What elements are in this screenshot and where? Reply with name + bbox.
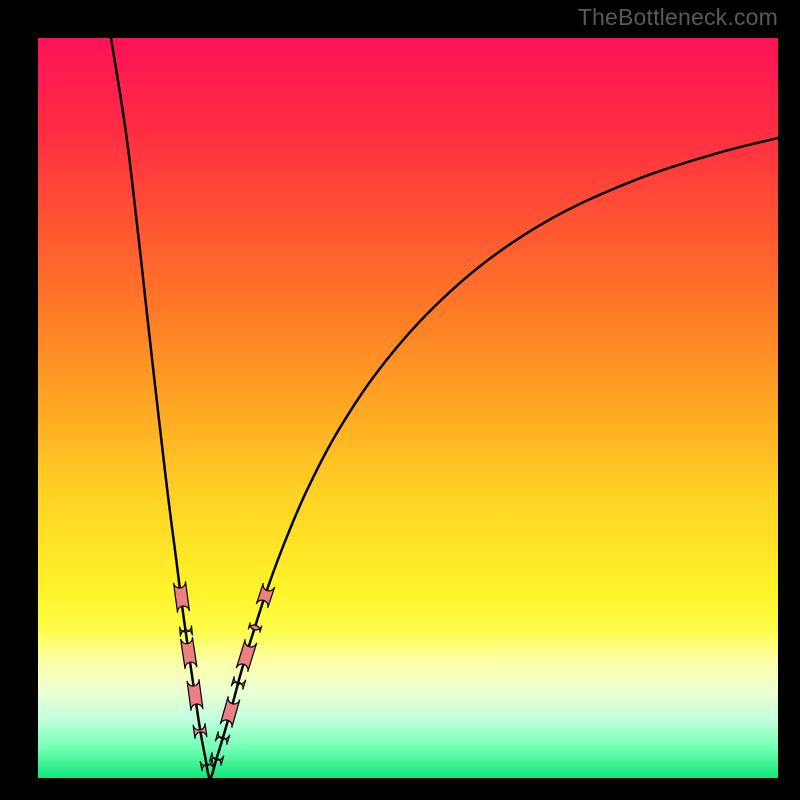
bottleneck-chart <box>38 38 778 778</box>
data-point-marker <box>256 583 274 608</box>
data-point-marker <box>187 679 203 711</box>
root-container: TheBottleneck.com <box>0 0 800 800</box>
data-point-marker <box>220 696 240 727</box>
data-point-marker <box>231 676 246 689</box>
data-point-marker <box>181 637 197 669</box>
data-point-marker <box>200 759 214 771</box>
data-point-marker <box>248 622 262 632</box>
data-point-marker <box>236 639 256 672</box>
data-point-marker <box>180 625 193 636</box>
data-point-marker <box>174 581 190 613</box>
data-point-marker <box>215 731 230 744</box>
chart-markers <box>38 38 778 778</box>
watermark-text: TheBottleneck.com <box>578 4 778 31</box>
data-point-marker <box>193 723 207 739</box>
